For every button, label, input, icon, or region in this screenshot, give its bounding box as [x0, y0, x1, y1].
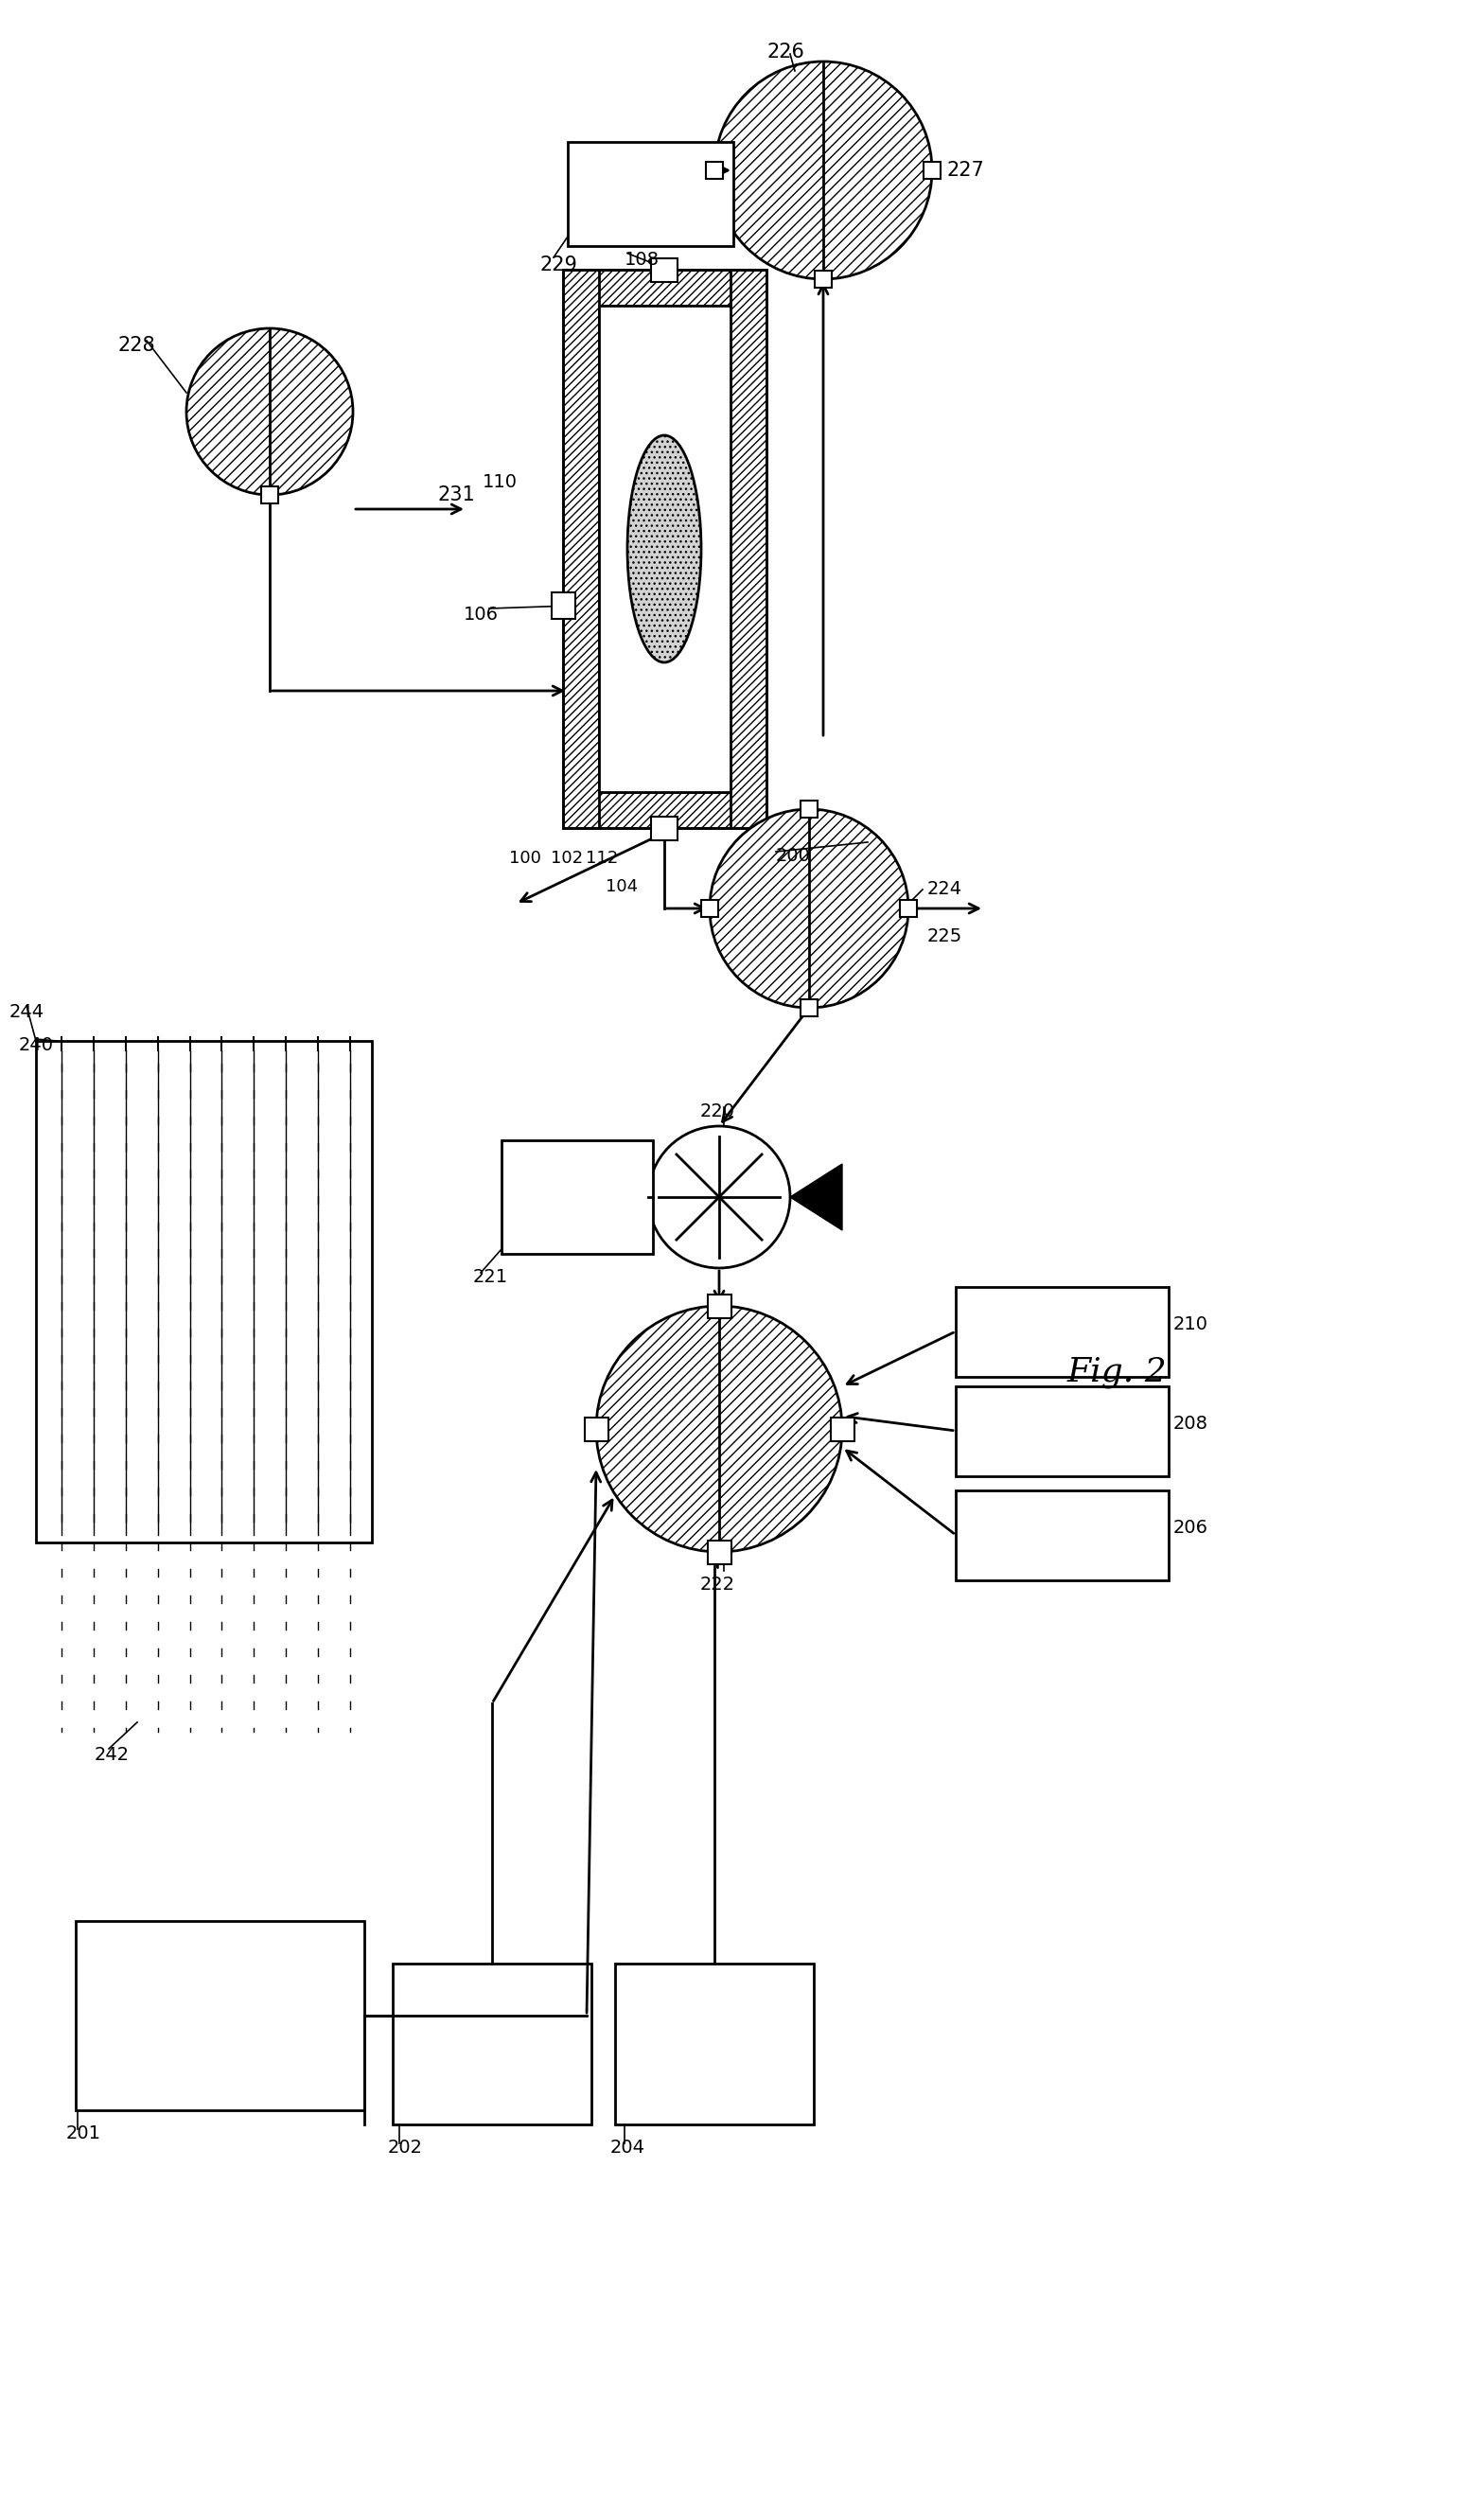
Bar — [955, 1489, 1169, 1580]
Circle shape — [649, 1126, 790, 1268]
Text: 224: 224 — [928, 879, 963, 897]
Ellipse shape — [627, 436, 701, 663]
Text: 231: 231 — [438, 486, 476, 504]
Bar — [76, 1920, 364, 2109]
Text: 201: 201 — [66, 2124, 101, 2142]
Bar — [955, 1386, 1169, 1477]
Bar — [701, 900, 719, 917]
Polygon shape — [790, 1164, 842, 1230]
Bar — [562, 270, 767, 829]
Text: 202: 202 — [389, 2139, 424, 2157]
Text: 112: 112 — [586, 849, 618, 867]
Circle shape — [596, 1305, 842, 1552]
Text: 226: 226 — [767, 43, 804, 60]
Bar — [568, 141, 733, 247]
Text: 108: 108 — [624, 252, 659, 270]
Bar — [801, 801, 818, 816]
Text: 106: 106 — [463, 605, 498, 622]
Circle shape — [187, 328, 354, 494]
Circle shape — [714, 60, 932, 280]
Text: 220: 220 — [700, 1101, 735, 1121]
Text: 240: 240 — [19, 1036, 54, 1053]
Bar — [562, 270, 767, 305]
Bar — [730, 270, 767, 829]
Bar — [584, 1419, 608, 1441]
Bar — [815, 270, 831, 287]
Bar — [615, 1963, 814, 2124]
Bar — [923, 161, 941, 179]
Bar — [652, 816, 678, 839]
Bar — [552, 592, 576, 620]
Bar — [707, 1540, 732, 1565]
Bar — [562, 270, 599, 829]
Bar — [262, 486, 278, 504]
Bar — [707, 1295, 732, 1318]
Text: 210: 210 — [1173, 1315, 1208, 1333]
Bar — [393, 1963, 592, 2124]
Text: 227: 227 — [947, 161, 983, 179]
Bar — [562, 791, 767, 829]
Bar — [831, 1419, 855, 1441]
Bar — [801, 1000, 818, 1016]
Bar — [37, 1041, 373, 1542]
Text: 228: 228 — [118, 335, 156, 355]
Text: 200: 200 — [776, 847, 811, 864]
Text: 225: 225 — [928, 927, 963, 945]
Bar — [706, 161, 723, 179]
Text: Fig. 2: Fig. 2 — [1067, 1356, 1166, 1389]
Text: 110: 110 — [482, 474, 517, 491]
Bar — [599, 305, 730, 791]
Bar — [501, 1139, 653, 1255]
Text: 244: 244 — [9, 1003, 45, 1021]
Bar — [900, 900, 918, 917]
Text: 242: 242 — [95, 1746, 130, 1764]
Text: 222: 222 — [700, 1575, 735, 1593]
Text: 102: 102 — [551, 849, 583, 867]
Circle shape — [710, 809, 909, 1008]
Bar — [652, 260, 678, 282]
Text: 100: 100 — [508, 849, 541, 867]
Text: 221: 221 — [473, 1268, 508, 1285]
Bar — [955, 1288, 1169, 1376]
Text: 229: 229 — [539, 255, 577, 275]
Text: 104: 104 — [606, 877, 638, 895]
Text: 204: 204 — [611, 2139, 646, 2157]
Text: 206: 206 — [1173, 1520, 1208, 1537]
Text: 208: 208 — [1173, 1414, 1208, 1434]
